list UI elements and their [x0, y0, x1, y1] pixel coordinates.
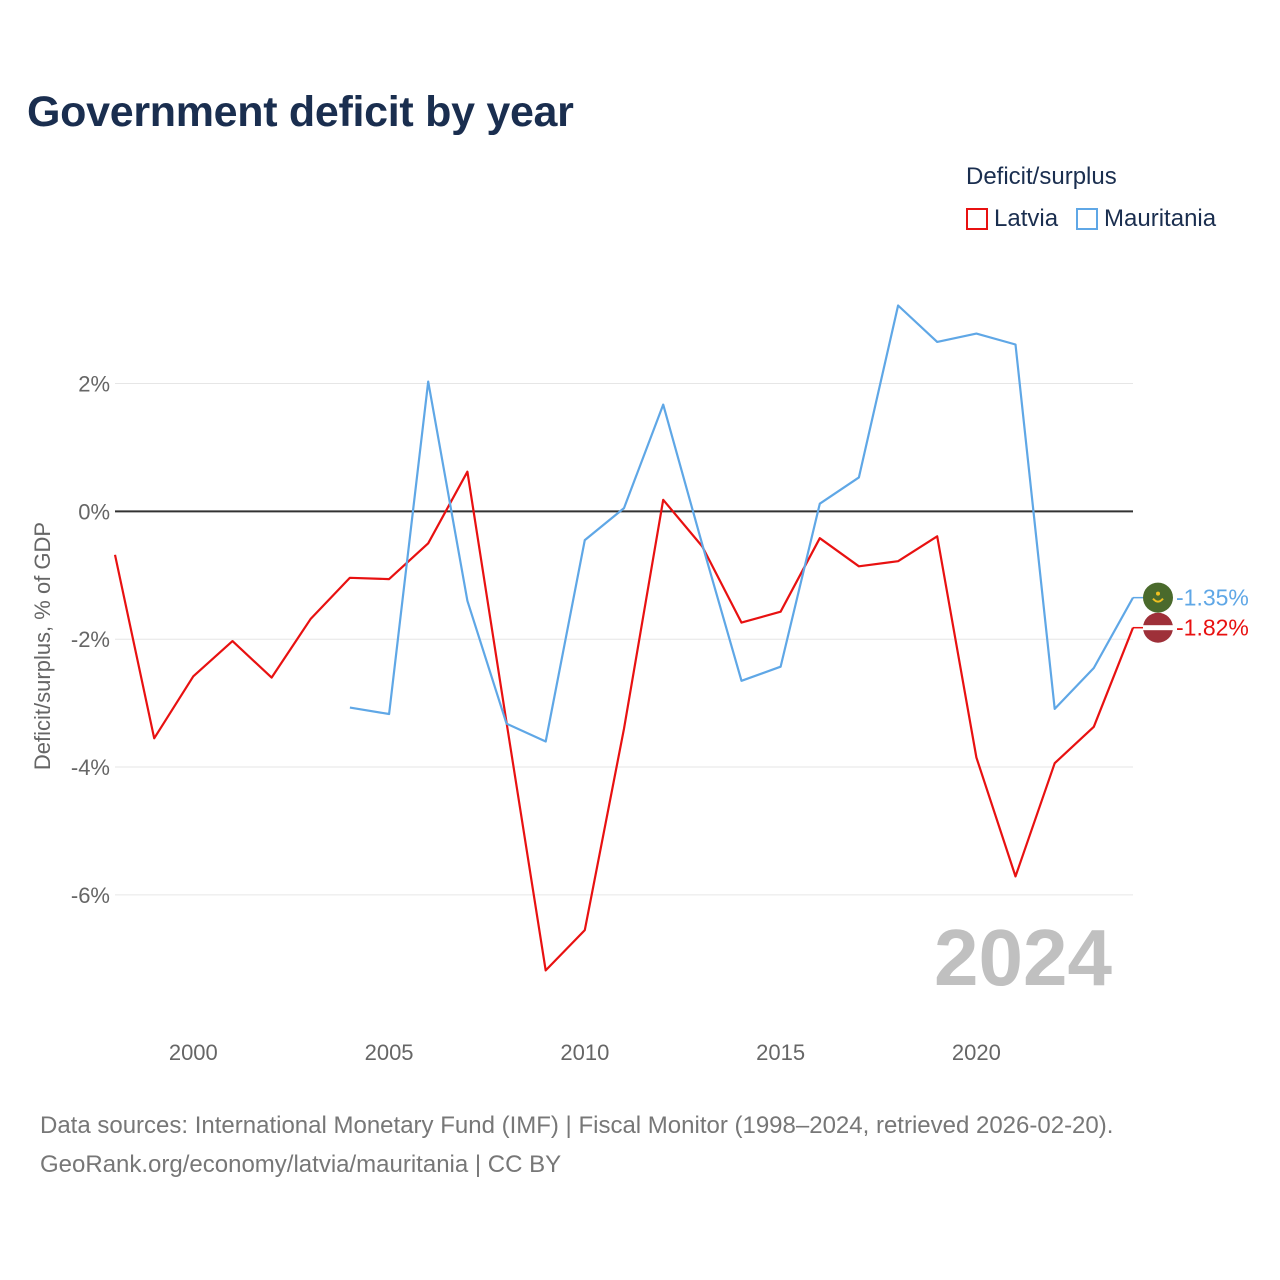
- y-axis-ticks: 2% 0% -2% -4% -6%: [71, 371, 110, 907]
- x-tick-label: 2005: [365, 1040, 414, 1065]
- line-chart: 2%0%-2%-4%-6% 2000 2005 2010 2015 2020 2024 …: [30, 304, 1249, 1065]
- legend-item-latvia[interactable]: Latvia: [966, 205, 1058, 233]
- legend-label-mauritania: Mauritania: [1104, 205, 1217, 232]
- legend-swatch-latvia: [966, 208, 988, 230]
- flag-star: [1156, 591, 1160, 596]
- flag-crescent: [1152, 597, 1164, 603]
- series-line-latvia: [113, 470, 1135, 972]
- end-value-label: -1.35%: [1176, 585, 1249, 611]
- legend-label-latvia: Latvia: [994, 205, 1059, 232]
- x-tick-label: 2000: [169, 1040, 218, 1065]
- chart-title: Government deficit by year: [27, 88, 574, 136]
- footer: Data sources: International Monetary Fun…: [40, 1106, 1113, 1184]
- y-tick-label: 2%: [78, 371, 110, 396]
- x-tick-label: 2010: [560, 1040, 609, 1065]
- end-value-label: -1.82%: [1176, 615, 1249, 641]
- year-watermark: 2024: [934, 913, 1112, 1002]
- flag-marker-mauritania: [1143, 582, 1173, 613]
- legend-title: Deficit/surplus: [966, 163, 1117, 190]
- legend: Latvia Mauritania: [966, 205, 1216, 233]
- y-tick-label: -2%: [71, 627, 110, 652]
- flag-marker-latvia: [1143, 612, 1173, 643]
- footer-sources: Data sources: International Monetary Fun…: [40, 1112, 1114, 1139]
- y-tick-label: -4%: [71, 755, 110, 780]
- legend-item-mauritania[interactable]: Mauritania: [1076, 205, 1216, 233]
- flag-circle: [1143, 582, 1173, 613]
- footer-link[interactable]: GeoRank.org/economy/latvia/mauritania | …: [40, 1151, 562, 1178]
- legend-swatch-mauritania: [1076, 208, 1099, 230]
- x-axis-ticks: 2000 2005 2010 2015 2020: [169, 1040, 1001, 1065]
- series-lines: [113, 304, 1135, 972]
- end-markers: -1.82% -1.35%: [1133, 582, 1249, 643]
- flag-stripe: [1143, 625, 1173, 631]
- y-tick-label: 0%: [78, 499, 110, 524]
- gridlines: [115, 382, 1133, 896]
- y-axis-title: Deficit/surplus, % of GDP: [30, 522, 55, 770]
- series-line-mauritania: [349, 304, 1134, 743]
- x-tick-label: 2020: [952, 1040, 1001, 1065]
- y-tick-label: -6%: [71, 883, 110, 908]
- x-tick-label: 2015: [756, 1040, 805, 1065]
